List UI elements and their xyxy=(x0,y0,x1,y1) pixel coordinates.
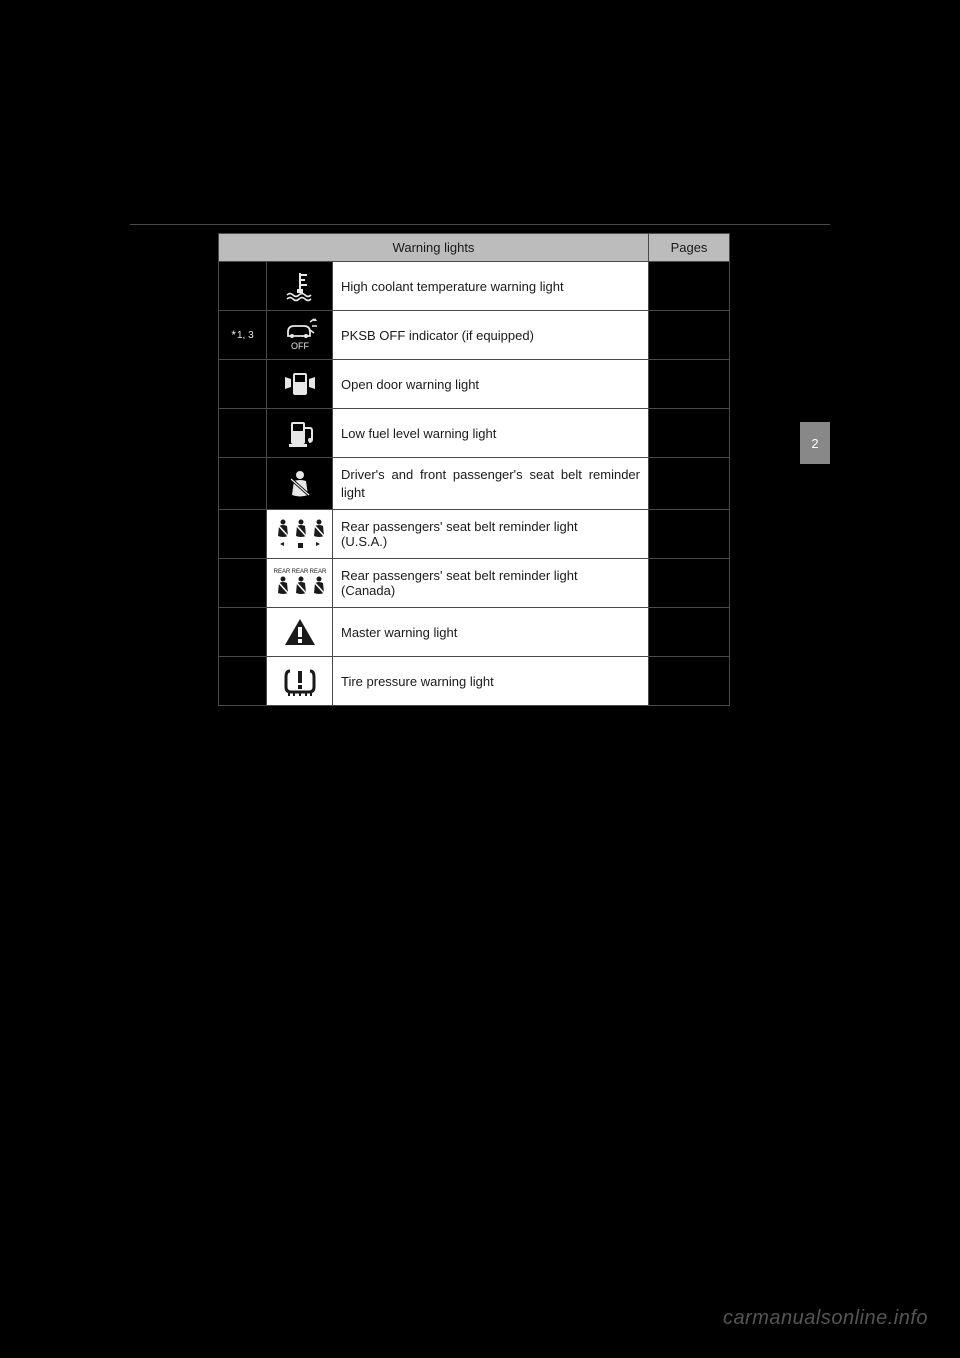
table-header: Warning lights Pages xyxy=(218,233,730,262)
desc-cell: High coolant temperature warning light xyxy=(333,262,649,310)
footnote-text: 1, 3 xyxy=(237,330,254,341)
desc-cell: Open door warning light xyxy=(333,360,649,408)
top-divider xyxy=(130,224,830,225)
page-cell xyxy=(649,510,729,558)
svg-text:OFF: OFF xyxy=(291,341,309,351)
desc-cell: Low fuel level warning light xyxy=(333,409,649,457)
page-cell xyxy=(649,559,729,607)
open-door-icon xyxy=(267,360,333,408)
desc-cell: Rear passengers' seat belt reminder ligh… xyxy=(333,559,649,607)
footnote-cell xyxy=(219,510,267,558)
footnote-asterisk: * xyxy=(231,328,236,342)
table-row: *1, 3 OFF PKSB OFF indicator (if equippe… xyxy=(218,311,730,360)
desc-line2: (U.S.A.) xyxy=(341,534,578,549)
table-row: High coolant temperature warning light xyxy=(218,262,730,311)
table-row: Rear passengers' seat belt reminder ligh… xyxy=(218,510,730,559)
footnote-cell: *1, 3 xyxy=(219,311,267,359)
table-row: Master warning light xyxy=(218,608,730,657)
rear-seatbelt-usa-icon xyxy=(267,510,333,558)
footnote-cell xyxy=(219,458,267,509)
pksb-off-icon: OFF xyxy=(267,311,333,359)
page-cell xyxy=(649,608,729,656)
page-cell xyxy=(649,262,729,310)
svg-text:REAR: REAR xyxy=(309,569,326,575)
master-warning-icon xyxy=(267,608,333,656)
desc-line1: Rear passengers' seat belt reminder ligh… xyxy=(341,568,578,583)
page-cell xyxy=(649,458,729,509)
desc-cell: Rear passengers' seat belt reminder ligh… xyxy=(333,510,649,558)
table-row: Tire pressure warning light xyxy=(218,657,730,706)
svg-text:REAR: REAR xyxy=(273,569,290,575)
page-cell xyxy=(649,409,729,457)
chapter-tab: 2 xyxy=(800,422,830,464)
warning-lights-table: Warning lights Pages High coolant temper… xyxy=(218,233,730,706)
footnote-cell xyxy=(219,262,267,310)
header-pages: Pages xyxy=(649,234,729,261)
desc-cell: Master warning light xyxy=(333,608,649,656)
page-cell xyxy=(649,360,729,408)
desc-line2: (Canada) xyxy=(341,583,578,598)
desc-text: Driver's and front passenger's seat belt… xyxy=(341,466,640,501)
svg-text:REAR: REAR xyxy=(291,569,308,575)
page-cell xyxy=(649,657,729,705)
page-cell xyxy=(649,311,729,359)
footnote-cell xyxy=(219,608,267,656)
footnote-cell xyxy=(219,409,267,457)
rear-seatbelt-canada-icon: REAR REAR REAR xyxy=(267,559,333,607)
desc-cell: PKSB OFF indicator (if equipped) xyxy=(333,311,649,359)
desc-line1: Rear passengers' seat belt reminder ligh… xyxy=(341,519,578,534)
footnote-cell xyxy=(219,657,267,705)
header-warning: Warning lights xyxy=(219,234,649,261)
desc-cell: Tire pressure warning light xyxy=(333,657,649,705)
tire-pressure-icon xyxy=(267,657,333,705)
watermark-text: carmanualsonline.info xyxy=(723,1307,928,1330)
footnote-cell xyxy=(219,360,267,408)
table-row: REAR REAR REAR Rear passengers' se xyxy=(218,559,730,608)
table-row: Driver's and front passenger's seat belt… xyxy=(218,458,730,510)
table-row: Open door warning light xyxy=(218,360,730,409)
fuel-icon xyxy=(267,409,333,457)
desc-cell: Driver's and front passenger's seat belt… xyxy=(333,458,649,509)
coolant-temp-icon xyxy=(267,262,333,310)
table-row: Low fuel level warning light xyxy=(218,409,730,458)
seatbelt-icon xyxy=(267,458,333,509)
footnote-cell xyxy=(219,559,267,607)
